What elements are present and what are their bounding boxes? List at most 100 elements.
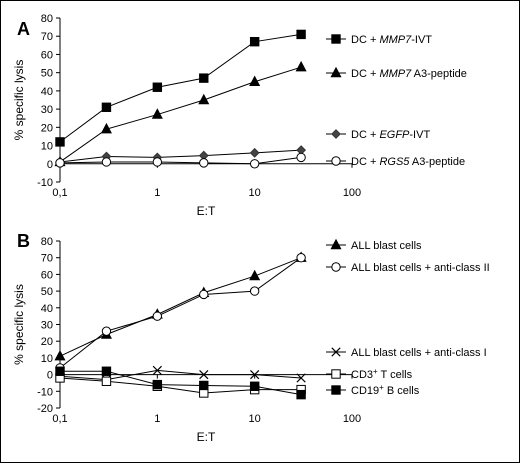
legend-marker	[331, 385, 341, 395]
legend-label-part: ALL blast cells + anti-class I	[351, 347, 487, 359]
legend-label-part: DC +	[351, 156, 379, 168]
legend-label-part: -IVT	[409, 129, 430, 141]
series-2	[55, 253, 306, 373]
y-axis-label: % specific lysis	[12, 60, 26, 141]
data-point	[296, 389, 306, 400]
y-tick-label: 70	[41, 31, 53, 43]
data-point	[198, 93, 210, 105]
legend-label-part: CD19	[351, 385, 379, 397]
data-point	[152, 82, 163, 92]
data-point	[152, 157, 163, 167]
data-point	[249, 75, 261, 86]
data-point	[199, 380, 209, 391]
y-tick-label: 0	[47, 159, 53, 171]
data-point	[249, 381, 260, 391]
legend-marker	[331, 156, 341, 166]
x-tick-label: 1	[154, 413, 160, 425]
x-tick-label: 100	[343, 413, 361, 425]
data-point	[296, 152, 306, 163]
legend-label-part: A3-peptide	[411, 68, 467, 80]
data-point	[152, 311, 163, 321]
legend-label-part: -IVT	[411, 34, 432, 46]
panel-label: B	[17, 231, 30, 251]
data-point	[152, 379, 163, 390]
series-3	[55, 145, 307, 167]
data-point	[199, 158, 209, 168]
series-line	[60, 370, 302, 396]
legend-marker	[331, 34, 341, 44]
y-tick-label: -10	[37, 177, 53, 189]
series-4	[55, 152, 306, 169]
legend-label: DC + EGFP-IVT	[351, 129, 430, 141]
legend-label-part: ALL blast cells + anti-class II	[351, 262, 490, 274]
y-tick-label: 10	[41, 141, 53, 153]
panel-label: A	[17, 19, 30, 39]
legend-item: CD19+ B cells	[326, 383, 420, 397]
y-tick-label: 30	[41, 320, 53, 332]
data-point	[296, 373, 306, 383]
series-line	[59, 369, 302, 381]
legend-label: ALL blast cells + anti-class I	[351, 347, 487, 359]
panel-a: A -10 0 10 20 30 40 50 60 70 80 0,1 1 10 100 E:T % speci…	[12, 13, 467, 218]
legend-label-part: RGS5	[379, 156, 410, 168]
legend-marker	[330, 238, 342, 250]
y-tick-label: 30	[41, 104, 53, 116]
data-point	[55, 137, 65, 147]
legend-label-part: +	[379, 383, 384, 392]
data-point	[101, 326, 112, 336]
series-line	[59, 33, 302, 143]
y-tick-label: -10	[37, 386, 53, 398]
data-point	[54, 349, 66, 361]
legend-label-part: T cells	[378, 369, 413, 381]
series-line	[59, 66, 302, 163]
x-axis-label: E:T	[197, 430, 216, 444]
legend-label-part: DC +	[351, 34, 379, 46]
legend-label: ALL blast cells	[351, 240, 422, 252]
series-5	[55, 366, 306, 400]
x-tick-label: 10	[249, 413, 261, 425]
legend-label: ALL blast cells + anti-class II	[351, 262, 490, 274]
data-point	[101, 366, 112, 376]
legend-label-part: ALL blast cells	[351, 240, 422, 252]
data-point	[152, 365, 162, 376]
data-point	[100, 122, 112, 134]
legend-marker	[331, 262, 341, 272]
data-point	[249, 36, 260, 47]
series-2	[54, 60, 307, 167]
legend-item: CD3+ T cells	[326, 367, 413, 382]
legend-label-part: A3-peptide	[409, 156, 465, 168]
series-line	[59, 257, 302, 369]
data-point	[296, 29, 306, 40]
legend-label: CD3+ T cells	[351, 367, 413, 382]
legend-item: DC + MMP7-IVT	[326, 34, 432, 46]
data-point	[101, 376, 112, 386]
legend-item: ALL blast cells + anti-class I	[326, 347, 487, 359]
legend-label-part: CD3	[351, 369, 373, 381]
data-point	[249, 147, 260, 158]
legend-item: ALL blast cells	[326, 238, 422, 252]
series-1	[54, 251, 307, 361]
legend-marker	[331, 129, 341, 139]
legend-item: DC + EGFP-IVT	[326, 129, 430, 141]
data-point	[249, 286, 260, 296]
series-line	[59, 149, 302, 163]
legend-marker	[331, 369, 341, 379]
x-axis-label: E:T	[197, 204, 216, 218]
y-tick-label: 40	[41, 86, 53, 98]
data-point	[199, 369, 209, 380]
data-point	[249, 269, 261, 281]
data-point	[101, 102, 112, 112]
legend-label-part: DC +	[351, 129, 379, 141]
y-tick-label: 60	[41, 269, 53, 281]
legend-label: DC + MMP7 A3-peptide	[351, 68, 467, 80]
y-tick-label: 50	[41, 68, 53, 80]
x-tick-label: 1	[154, 187, 160, 199]
y-tick-label: 20	[41, 122, 53, 134]
y-tick-label: 80	[41, 13, 53, 25]
legend-label-part: MMP7	[379, 68, 412, 80]
data-point	[199, 289, 209, 300]
legend-label: DC + RGS5 A3-peptide	[351, 156, 465, 168]
series-line	[59, 377, 302, 394]
legend-label: DC + MMP7-IVT	[351, 34, 432, 46]
